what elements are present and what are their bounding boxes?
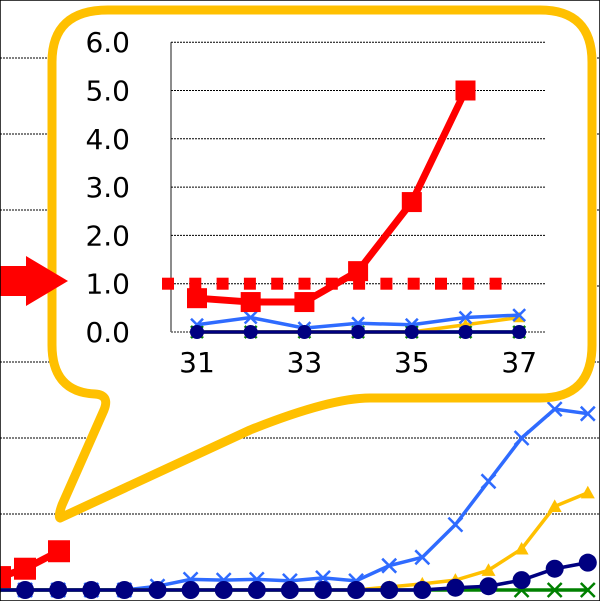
background-data-point (16, 581, 35, 599)
reference-line-dot (271, 277, 284, 290)
inset-y-axis: 0.0 1.0 2.0 3.0 4.0 5.0 6.0 (85, 26, 130, 349)
inset-data-point (294, 292, 315, 313)
background-data-point (380, 581, 399, 599)
background-data-point (14, 557, 36, 580)
inset-data-point (404, 325, 419, 339)
background-data-point (148, 581, 167, 599)
inset-x-axis: 31 33 35 37 (179, 346, 537, 379)
inset-data-point (512, 325, 527, 339)
inset-data-point (187, 288, 207, 309)
background-data-point (247, 581, 266, 599)
inset-data-point (190, 325, 204, 339)
background-data-point (414, 549, 431, 566)
reference-line-dot (243, 277, 256, 290)
x-tick-label: 33 (287, 346, 323, 379)
y-tick-label: 0.0 (85, 316, 130, 349)
background-data-point (446, 578, 465, 597)
reference-line-dot (189, 277, 202, 290)
background-data-point (512, 571, 531, 590)
reference-line-dot (407, 277, 420, 290)
background-data-point (214, 581, 233, 599)
background-data-point (413, 581, 432, 599)
y-tick-label: 5.0 (85, 75, 130, 108)
x-tick-label: 31 (179, 346, 215, 379)
background-data-point (579, 405, 596, 422)
y-tick-label: 1.0 (85, 268, 130, 301)
background-data-point (0, 566, 11, 589)
inset-data-point (240, 292, 261, 313)
x-tick-label: 37 (501, 346, 537, 379)
background-data-point (280, 581, 299, 599)
arrow-pointer-icon (0, 256, 68, 306)
inset-data-point (243, 325, 258, 339)
y-tick-label: 6.0 (85, 26, 130, 59)
background-data-point (547, 499, 562, 512)
background-data-point (481, 563, 496, 576)
reference-line-dot (435, 277, 447, 290)
background-data-point (48, 540, 70, 563)
y-tick-label: 2.0 (85, 219, 130, 252)
reference-line-dot (162, 277, 174, 290)
background-data-point (181, 581, 200, 599)
background-data-point (381, 557, 398, 574)
background-data-point (479, 577, 498, 596)
background-data-point (578, 553, 597, 572)
background-data-point (546, 582, 563, 598)
x-tick-label: 35 (394, 346, 430, 379)
callout-bubble (47, 5, 597, 523)
reference-line-dot (380, 277, 393, 290)
inset-data-point (512, 308, 527, 322)
background-data-point (347, 581, 366, 599)
inset-data-point (351, 325, 366, 339)
background-data-point (115, 581, 134, 599)
inset-data-point (455, 80, 476, 101)
background-data-point (480, 473, 497, 490)
inset-series (187, 80, 527, 339)
inset-data-point (297, 325, 312, 339)
y-tick-label: 4.0 (85, 123, 130, 156)
background-data-point (447, 516, 464, 533)
background-data-point (580, 485, 595, 499)
inset-data-point (458, 325, 473, 339)
inset-data-point (348, 261, 369, 282)
reference-line-dot (462, 277, 475, 290)
reference-line-dot (216, 277, 229, 290)
background-series (0, 401, 597, 599)
background-data-point (579, 582, 596, 598)
background-data-point (545, 559, 564, 578)
background-data-point (513, 430, 530, 446)
reference-line-dot (489, 277, 502, 290)
inset-data-point (458, 310, 473, 325)
background-data-point (82, 581, 101, 599)
background-data-point (514, 541, 529, 555)
y-tick-label: 3.0 (85, 171, 130, 204)
reference-line (162, 277, 502, 290)
background-data-point (546, 401, 563, 418)
inset-data-point (243, 310, 258, 325)
background-data-point (314, 581, 332, 599)
background-data-point (49, 581, 68, 599)
reference-line-dot (298, 277, 311, 290)
inset-data-point (401, 192, 422, 213)
